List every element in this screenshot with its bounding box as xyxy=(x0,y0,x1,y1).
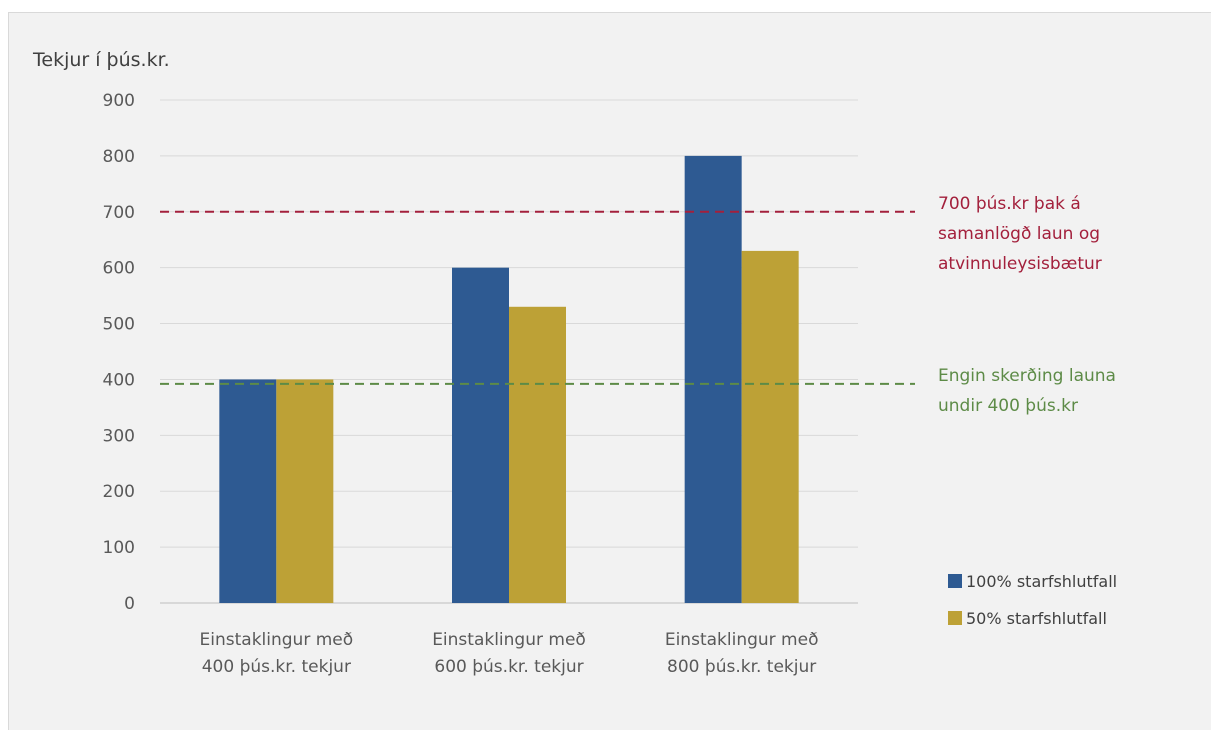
reference-line-label: undir 400 þús.kr xyxy=(938,396,1078,416)
x-category-label: Einstaklingur með xyxy=(200,630,354,650)
y-tick-label: 100 xyxy=(103,538,135,558)
legend-swatch xyxy=(948,574,962,588)
y-tick-label: 600 xyxy=(103,259,135,279)
y-tick-label: 500 xyxy=(103,315,135,335)
bars xyxy=(219,155,799,603)
x-category-label: Einstaklingur með xyxy=(432,630,586,650)
y-tick-label: 800 xyxy=(103,147,135,167)
bar-100pct xyxy=(219,379,277,603)
x-category-label: Einstaklingur með xyxy=(665,630,819,650)
reference-line-label: atvinnuleysisbætur xyxy=(938,254,1102,274)
reference-line-label: Engin skerðing launa xyxy=(938,366,1116,386)
y-axis-ticks: 0 100 200 300 400 500 600 700 800 900 xyxy=(103,91,135,614)
y-tick-label: 700 xyxy=(103,203,135,223)
y-tick-label: 900 xyxy=(103,91,135,111)
legend-label: 100% starfshlutfall xyxy=(966,572,1117,591)
reference-lines: 700 þús.kr þak á samanlögð laun og atvinnu… xyxy=(160,194,1116,416)
x-axis-categories: Einstaklingur með 400 þús.kr. tekjur Einst… xyxy=(200,630,819,677)
y-tick-label: 300 xyxy=(103,426,135,446)
legend-swatch xyxy=(948,611,962,625)
x-category-label: 600 þús.kr. tekjur xyxy=(434,657,583,677)
reference-line-label: samanlögð laun og xyxy=(938,224,1100,244)
bar-50pct xyxy=(509,306,566,603)
y-tick-label: 200 xyxy=(103,482,135,502)
chart-panel xyxy=(8,12,1211,730)
bar-50pct xyxy=(741,250,799,603)
bar-100pct xyxy=(452,267,509,603)
legend-label: 50% starfshlutfall xyxy=(966,609,1107,628)
y-tick-label: 0 xyxy=(124,594,135,614)
x-category-label: 800 þús.kr. tekjur xyxy=(667,657,816,677)
y-tick-label: 400 xyxy=(103,370,135,390)
reference-line-label: 700 þús.kr þak á xyxy=(938,194,1081,214)
legend: 100% starfshlutfall 50% starfshlutfall xyxy=(948,572,1117,628)
bar-50pct xyxy=(276,379,334,603)
x-category-label: 400 þús.kr. tekjur xyxy=(202,657,351,677)
bar-100pct xyxy=(684,155,742,603)
y-axis-label: Tekjur í þús.kr. xyxy=(32,49,170,71)
